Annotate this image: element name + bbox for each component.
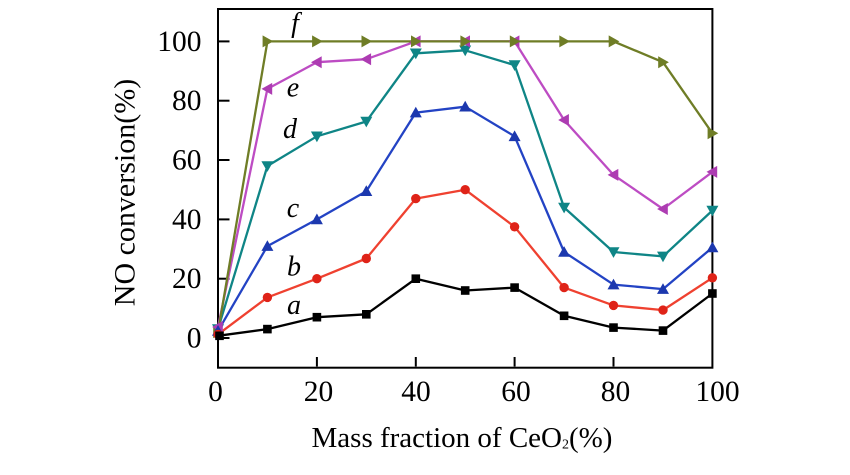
svg-text:e: e (287, 72, 299, 103)
svg-text:40: 40 (172, 204, 202, 236)
svg-text:0: 0 (187, 323, 202, 355)
svg-text:60: 60 (501, 376, 531, 408)
svg-text:100: 100 (695, 376, 739, 408)
svg-text:d: d (283, 114, 298, 145)
svg-text:b: b (287, 252, 301, 283)
svg-text:80: 80 (172, 85, 202, 117)
svg-text:a: a (287, 290, 301, 321)
svg-text:20: 20 (172, 263, 202, 295)
svg-text:60: 60 (172, 145, 202, 177)
svg-text:40: 40 (401, 376, 431, 408)
svg-text:c: c (287, 193, 300, 224)
svg-text:20: 20 (304, 376, 334, 408)
svg-text:80: 80 (601, 376, 631, 408)
svg-text:f: f (291, 8, 302, 39)
svg-text:0: 0 (208, 376, 223, 408)
svg-text:100: 100 (157, 26, 201, 58)
svg-text:NO conversion(%): NO conversion(%) (109, 79, 142, 306)
